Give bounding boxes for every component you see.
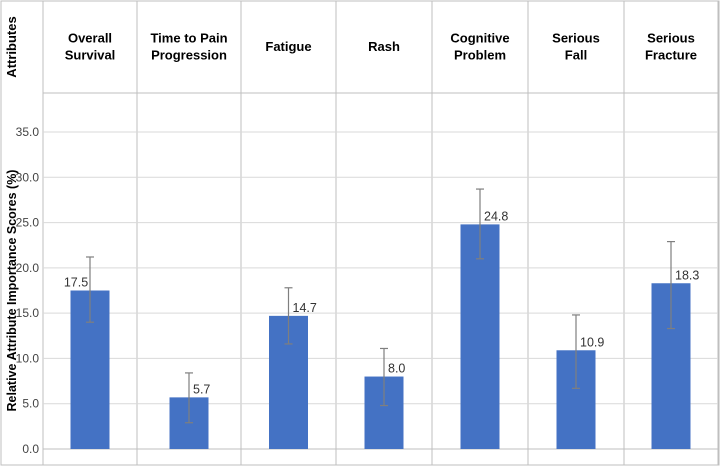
bar: [460, 224, 500, 449]
y-axis-label: Relative Attribute Importance Scores (%): [5, 170, 19, 412]
error-bar: [572, 314, 580, 389]
y-axis-ticks: 0.0 5.0 10.0 15.0 20.0 25.0 30.0 35.0: [16, 125, 40, 456]
data-label: 18.3: [675, 268, 699, 282]
category-header: Cognitive Problem: [450, 31, 509, 63]
error-bar: [667, 240, 675, 330]
data-label: 10.9: [580, 335, 604, 349]
data-labels: 17.5 5.7 14.7 8.0 24.8 10.9 18.3: [64, 209, 700, 396]
error-bar: [476, 188, 484, 260]
data-label: 14.7: [293, 301, 317, 315]
error-bar: [86, 256, 94, 323]
y-tick-label: 20.0: [16, 261, 40, 275]
y-tick-label: 10.0: [16, 351, 40, 365]
y-tick-label: 35.0: [16, 125, 40, 139]
error-bar: [284, 287, 293, 345]
error-bars: [86, 188, 675, 424]
data-label: 5.7: [193, 382, 210, 396]
data-label: 24.8: [484, 209, 508, 223]
category-headers: Overall Survival Time to Pain Progression Fa…: [65, 31, 697, 63]
category-header: Serious Fall: [552, 31, 600, 63]
y-tick-label: 5.0: [22, 397, 39, 411]
error-bar: [380, 347, 388, 407]
header-label: Attributes: [4, 16, 19, 77]
y-tick-label: 0.0: [22, 442, 39, 456]
error-bar: [185, 372, 193, 424]
category-header: Fatigue: [265, 39, 311, 54]
y-tick-label: 25.0: [16, 216, 40, 230]
category-header: Overall Survival: [65, 31, 116, 63]
data-label: 8.0: [388, 362, 405, 376]
category-header: Time to Pain Progression: [150, 31, 227, 63]
gridlines: [43, 131, 718, 450]
y-tick-label: 30.0: [16, 170, 40, 184]
category-header: Rash: [368, 39, 400, 54]
y-tick-label: 15.0: [16, 306, 40, 320]
category-header: Serious Fracture: [645, 31, 697, 63]
data-label: 17.5: [64, 276, 88, 290]
